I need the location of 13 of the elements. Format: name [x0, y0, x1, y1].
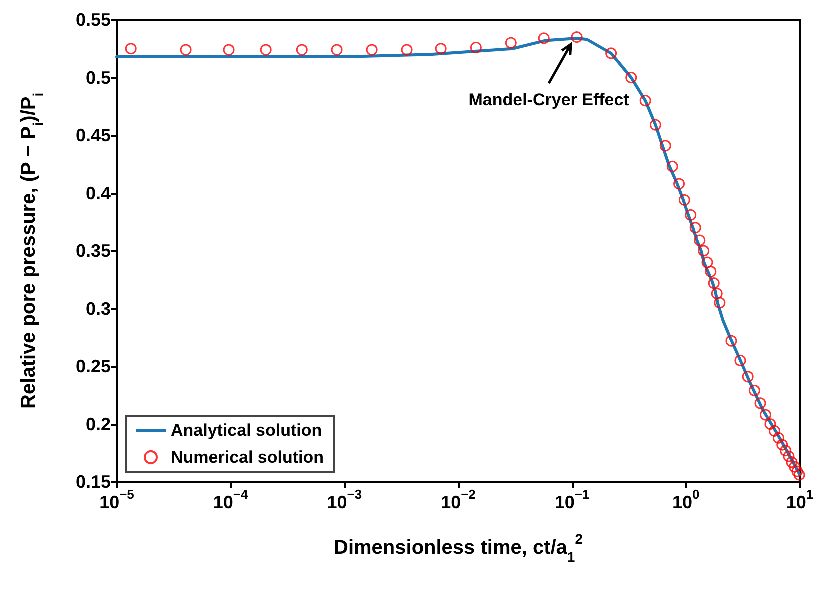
y-tick-label: 0.5	[86, 68, 111, 88]
y-tick-label: 0.2	[86, 414, 111, 434]
y-tick-label: 0.3	[86, 298, 111, 319]
y-axis-title: Relative pore pressure, (P − Pi)/Pi	[18, 92, 46, 409]
annotation: Mandel-Cryer Effect	[468, 90, 630, 110]
legend-label: Analytical solution	[171, 421, 322, 440]
y-tick-label: 0.35	[76, 241, 111, 261]
y-tick-label: 0.15	[76, 472, 111, 492]
y-tick-label: 0.45	[76, 126, 111, 146]
y-tick-label: 0.25	[76, 356, 111, 376]
y-tick-label: 0.55	[76, 10, 111, 30]
legend-label: Numerical solution	[171, 448, 324, 467]
y-tick-label: 0.4	[86, 183, 111, 204]
